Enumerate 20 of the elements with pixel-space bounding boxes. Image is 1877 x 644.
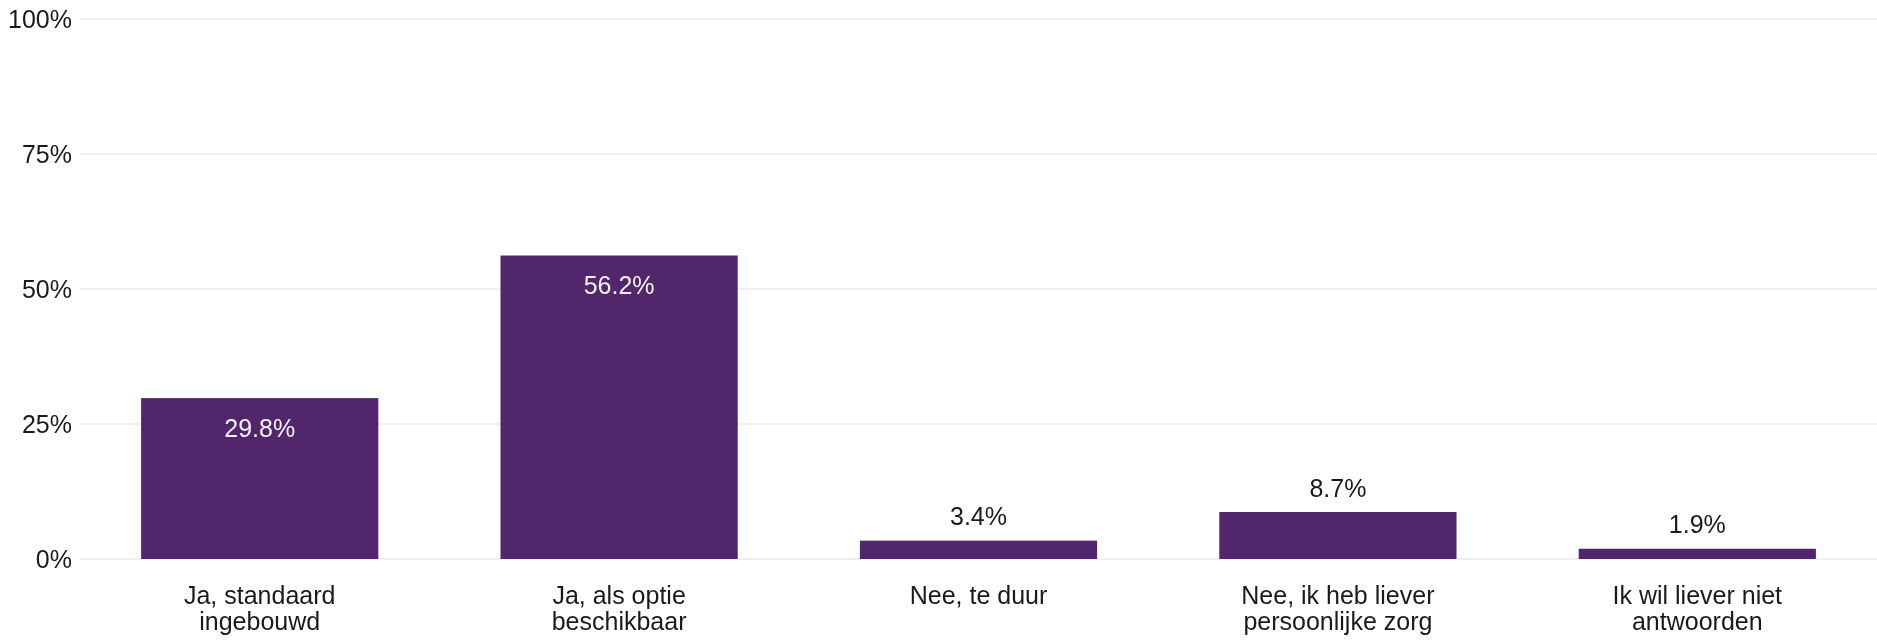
x-tick-label: Ik wil liever niet antwoorden — [1612, 581, 1783, 635]
y-tick-label: 75% — [21, 139, 72, 168]
y-tick-label: 0% — [35, 544, 72, 573]
y-tick-label: 50% — [21, 274, 72, 303]
data-label: 29.8% — [224, 413, 296, 442]
data-label: 3.4% — [950, 502, 1007, 531]
x-tick-label: Nee, ik heb liever persoonlijke zorg — [1241, 581, 1435, 635]
data-label: 1.9% — [1668, 510, 1726, 539]
y-tick-label: 25% — [21, 409, 72, 438]
bar — [1578, 548, 1816, 559]
x-tick-label: Ja, als optie beschikbaar — [551, 581, 687, 635]
x-tick-label: Nee, te duur — [909, 581, 1048, 609]
bar — [141, 398, 379, 559]
x-tick-label: Ja, standaard ingebouwd — [183, 581, 336, 635]
data-label: 8.7% — [1309, 473, 1367, 502]
bar — [859, 540, 1098, 559]
y-tick-label: 100% — [8, 4, 72, 33]
bar — [500, 255, 738, 559]
bar — [1219, 512, 1457, 559]
data-label: 56.2% — [583, 271, 655, 300]
